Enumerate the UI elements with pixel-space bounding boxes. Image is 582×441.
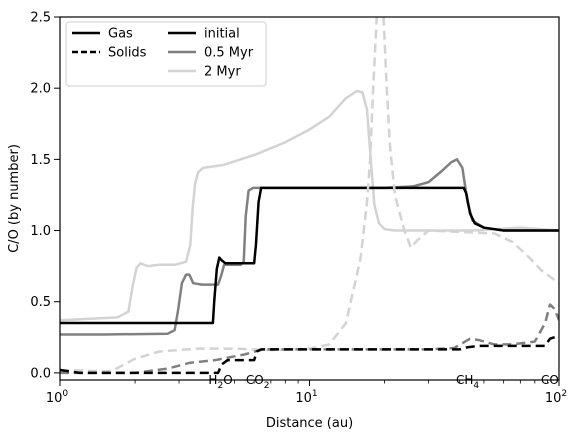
y-axis-label: C/O (by number) bbox=[7, 144, 22, 253]
series-gas-initial bbox=[60, 186, 559, 325]
x-tick-label: 102 bbox=[545, 389, 567, 406]
legend-label-time: initial bbox=[204, 27, 240, 42]
snowline-label: H2O bbox=[208, 373, 232, 391]
x-tick-label: 100 bbox=[46, 389, 69, 406]
y-tick-label: 2.0 bbox=[30, 82, 51, 97]
series-solids-2-myr bbox=[60, 17, 559, 373]
x-axis-label: Distance (au) bbox=[266, 416, 353, 431]
y-tick-label: 1.0 bbox=[30, 224, 51, 239]
snowline-label: CO2 bbox=[246, 373, 270, 391]
series-layer bbox=[60, 17, 559, 375]
legend-label-solids: Solids bbox=[108, 46, 147, 61]
series-solids-initial bbox=[60, 334, 559, 375]
y-tick-label: 1.5 bbox=[30, 153, 51, 168]
y-tick-label: 0.5 bbox=[30, 295, 51, 310]
legend-label-time: 0.5 Myr bbox=[204, 46, 254, 61]
legend: Gas Solids initial 0.5 Myr 2 Myr bbox=[65, 21, 267, 87]
y-tick-label: 0.0 bbox=[30, 366, 51, 381]
snowline-label: CO bbox=[541, 373, 559, 387]
axis-layer: 100 101 102 0.0 0.5 1.0 1.5 2.0 2.5 bbox=[30, 11, 567, 407]
legend-box bbox=[65, 21, 267, 87]
y-tick-label: 2.5 bbox=[30, 11, 51, 26]
series-solids-0-5-myr bbox=[60, 303, 559, 375]
series-gas-0-5-myr bbox=[60, 158, 559, 336]
legend-label-gas: Gas bbox=[108, 27, 133, 42]
x-tick-label: 101 bbox=[295, 389, 317, 406]
snowline-label: CH4 bbox=[456, 373, 479, 391]
annotation-layer: H2O CO2 CH4 CO bbox=[208, 373, 558, 391]
legend-label-time: 2 Myr bbox=[204, 65, 241, 80]
series-gas-2-myr bbox=[60, 89, 559, 322]
